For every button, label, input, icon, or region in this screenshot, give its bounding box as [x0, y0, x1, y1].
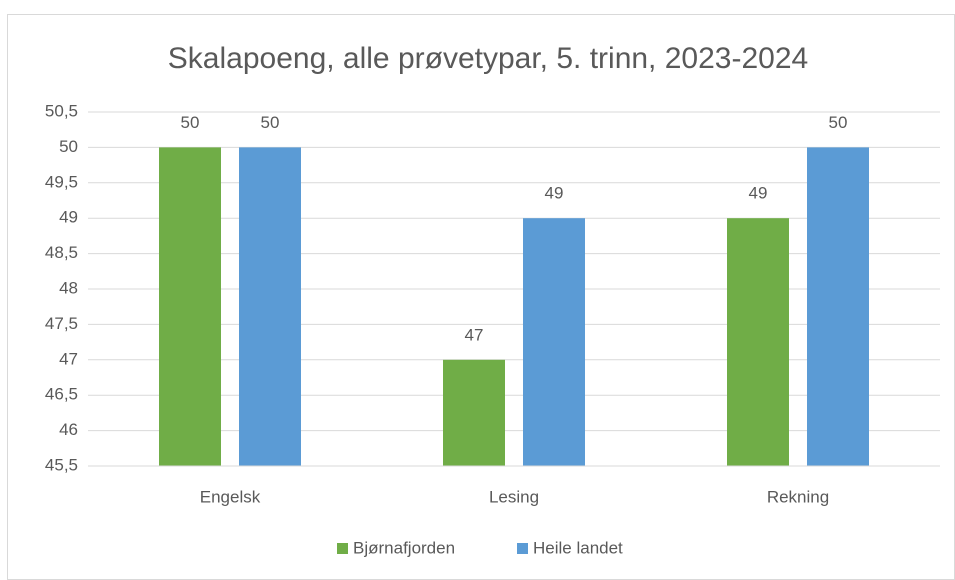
y-tick-label: 47,5	[45, 314, 78, 333]
legend-label: Heile landet	[533, 538, 623, 557]
bar	[727, 218, 789, 466]
legend-swatch	[337, 543, 348, 554]
bar	[443, 359, 505, 466]
legend-label: Bjørnafjorden	[353, 538, 455, 557]
x-tick-label: Lesing	[489, 487, 539, 506]
y-tick-label: 45,5	[45, 455, 78, 474]
data-label: 50	[829, 113, 848, 132]
data-label: 49	[749, 184, 768, 203]
x-tick-label: Rekning	[767, 487, 829, 506]
y-tick-label: 46,5	[45, 385, 78, 404]
data-label: 47	[465, 325, 484, 344]
bar	[807, 147, 869, 466]
data-label: 50	[261, 113, 280, 132]
y-tick-label: 50	[59, 137, 78, 156]
bar	[239, 147, 301, 466]
legend-swatch	[517, 543, 528, 554]
bar	[523, 218, 585, 466]
data-label: 49	[545, 184, 564, 203]
y-tick-label: 47	[59, 349, 78, 368]
bar	[159, 147, 221, 466]
y-tick-label: 49,5	[45, 172, 78, 191]
y-tick-label: 48,5	[45, 243, 78, 262]
data-label: 50	[181, 113, 200, 132]
y-tick-label: 49	[59, 208, 78, 227]
y-tick-label: 46	[59, 420, 78, 439]
y-tick-label: 48	[59, 278, 78, 297]
x-tick-label: Engelsk	[200, 487, 261, 506]
chart-title: Skalapoeng, alle prøvetypar, 5. trinn, 2…	[168, 42, 808, 75]
y-tick-label: 50,5	[45, 101, 78, 120]
